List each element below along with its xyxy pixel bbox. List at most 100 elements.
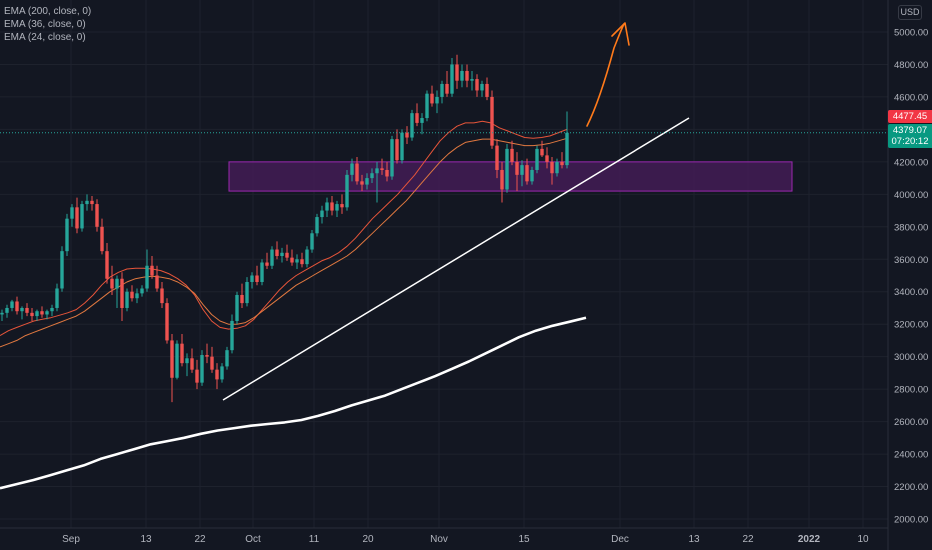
legend-ema200[interactable]: EMA (200, close, 0): [4, 6, 92, 17]
candle-body: [430, 93, 434, 104]
candle-down: [190, 348, 194, 373]
candle-body: [460, 70, 464, 81]
candle-body: [305, 249, 309, 265]
candle-body: [130, 291, 134, 299]
x-tick-label: Oct: [245, 534, 261, 545]
candle-up: [425, 90, 429, 122]
candle-body: [385, 169, 389, 177]
candle-body: [205, 355, 209, 357]
candle-down: [205, 343, 209, 364]
candle-body: [345, 174, 349, 208]
candle-down: [465, 64, 469, 88]
candle-up: [505, 144, 509, 193]
x-tick-label: Sep: [62, 534, 80, 545]
ema-lines: [0, 120, 587, 490]
candle-body: [65, 218, 69, 252]
candle-body: [280, 252, 284, 257]
candle-up: [520, 160, 524, 187]
candle-body: [300, 259, 304, 265]
y-tick-label: 2000.00: [894, 515, 928, 526]
candle-down: [300, 252, 304, 268]
candle-down: [100, 218, 104, 255]
candle-body: [370, 173, 374, 179]
legend-ema24[interactable]: EMA (24, close, 0): [4, 32, 86, 43]
candle-body: [125, 291, 129, 308]
candle-body: [260, 262, 264, 282]
candle-up: [45, 309, 49, 320]
candle-body: [190, 358, 194, 370]
candle-body: [140, 288, 144, 294]
candle-down: [215, 363, 219, 390]
candle-down: [160, 281, 164, 308]
candle-down: [360, 174, 364, 192]
candle-up: [410, 109, 414, 141]
drawings: [222, 22, 690, 401]
candle-body: [410, 113, 414, 138]
candle-body: [310, 233, 314, 250]
candle-up: [310, 230, 314, 253]
candle-up: [20, 306, 24, 320]
candle-down: [30, 307, 34, 321]
candle-down: [90, 195, 94, 211]
candle-body: [160, 288, 164, 304]
candle-up: [55, 283, 59, 312]
candle-body: [525, 165, 529, 182]
candle-body: [145, 265, 149, 289]
candle-up: [305, 246, 309, 268]
y-tick-label: 4800.00: [894, 60, 928, 71]
candle-body: [435, 96, 439, 104]
candle-body: [340, 204, 344, 208]
candle-body: [175, 343, 179, 378]
candle-down: [180, 333, 184, 367]
candle-down: [560, 152, 564, 169]
candle-down: [380, 158, 384, 175]
candle-up: [375, 161, 379, 203]
candle-body: [195, 369, 199, 383]
y-tick-label: 4000.00: [894, 190, 928, 201]
candle-down: [385, 161, 389, 182]
candle-down: [495, 139, 499, 179]
candle-up: [470, 70, 474, 91]
candle-body: [415, 113, 419, 123]
candle-body: [80, 204, 84, 229]
candle-down: [95, 199, 99, 232]
candle-body: [290, 257, 294, 263]
currency-badge[interactable]: USD: [898, 5, 922, 20]
y-tick-label: 4600.00: [894, 92, 928, 103]
candle-body: [285, 252, 289, 258]
x-tick-label: Nov: [430, 534, 448, 545]
y-tick-label: 3000.00: [894, 352, 928, 363]
candle-up: [125, 288, 129, 312]
candle-body: [60, 251, 64, 289]
candle-up: [245, 277, 249, 307]
candle-body: [350, 163, 354, 175]
x-axis: Sep 13 22 Oct 11 20 Nov 15 Dec 13 22 2022 10: [62, 534, 869, 545]
candle-up: [555, 158, 559, 177]
candle-up: [250, 272, 254, 289]
candle-down: [285, 244, 289, 261]
projection-arrow-head: [611, 22, 630, 46]
ema200-line: [0, 316, 587, 490]
candle-body: [45, 311, 49, 315]
legend-ema36[interactable]: EMA (36, close, 0): [4, 19, 86, 30]
candle-down: [255, 265, 259, 286]
candle-up: [390, 135, 394, 180]
candle-up: [185, 353, 189, 377]
candle-body: [20, 307, 24, 312]
candle-body: [355, 163, 359, 182]
candle-body: [380, 168, 384, 170]
candle-up: [5, 304, 9, 318]
candle-body: [5, 307, 9, 313]
candle-body: [315, 217, 319, 234]
candle-body: [520, 165, 524, 175]
support-zone: [228, 161, 793, 192]
candle-body: [180, 343, 184, 364]
candle-up: [295, 254, 299, 270]
candle-body: [255, 275, 259, 282]
candle-down: [110, 265, 114, 295]
candle-body: [450, 64, 454, 94]
candle-up: [260, 259, 264, 286]
candle-up: [480, 80, 484, 97]
candle-body: [560, 161, 564, 166]
